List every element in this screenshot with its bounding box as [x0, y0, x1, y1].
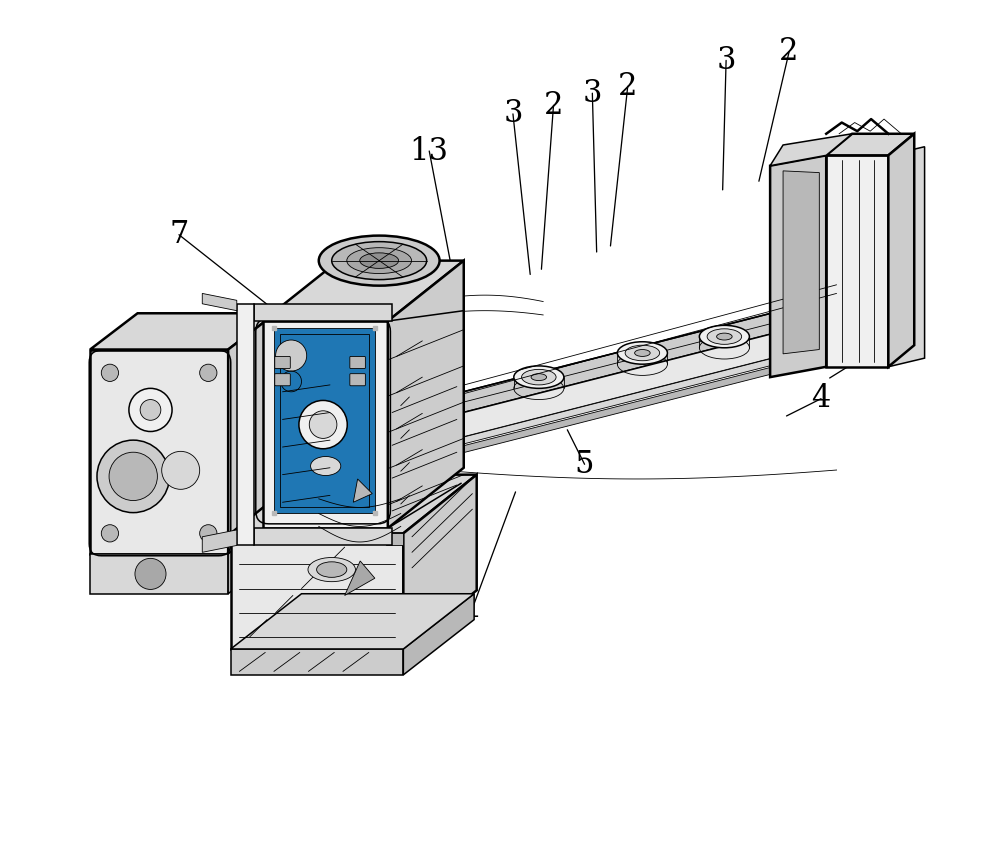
Text: 3: 3 [583, 78, 602, 109]
Circle shape [200, 525, 217, 542]
Circle shape [309, 411, 337, 438]
Polygon shape [231, 533, 403, 649]
Ellipse shape [311, 457, 341, 476]
Circle shape [299, 400, 347, 449]
Polygon shape [770, 155, 826, 377]
FancyBboxPatch shape [350, 374, 365, 386]
Polygon shape [202, 293, 237, 311]
Ellipse shape [319, 236, 440, 286]
Polygon shape [254, 528, 392, 545]
Text: 2: 2 [544, 90, 563, 121]
Polygon shape [826, 134, 914, 155]
Polygon shape [90, 350, 228, 554]
Polygon shape [228, 523, 267, 594]
Polygon shape [888, 134, 914, 367]
Polygon shape [403, 475, 477, 649]
Polygon shape [323, 342, 871, 488]
Ellipse shape [308, 557, 355, 582]
Ellipse shape [707, 329, 742, 344]
Text: 3: 3 [716, 45, 736, 76]
Circle shape [200, 364, 217, 381]
Ellipse shape [514, 366, 564, 388]
Ellipse shape [360, 253, 399, 268]
Polygon shape [90, 313, 276, 350]
Polygon shape [345, 561, 375, 595]
Text: 1: 1 [463, 593, 482, 624]
Polygon shape [888, 147, 925, 367]
Circle shape [129, 388, 172, 432]
Ellipse shape [635, 350, 650, 356]
Polygon shape [316, 335, 864, 482]
Text: 4: 4 [870, 331, 889, 362]
Circle shape [109, 452, 157, 501]
Ellipse shape [625, 345, 660, 361]
Text: 7: 7 [169, 219, 189, 250]
Polygon shape [280, 334, 369, 507]
Polygon shape [388, 261, 464, 528]
Polygon shape [231, 649, 403, 675]
Polygon shape [770, 134, 852, 166]
FancyBboxPatch shape [350, 356, 365, 369]
FancyBboxPatch shape [275, 356, 290, 369]
Polygon shape [308, 292, 862, 450]
Text: 13: 13 [410, 135, 449, 167]
Text: 2: 2 [618, 71, 637, 102]
Ellipse shape [717, 333, 732, 340]
Polygon shape [231, 475, 477, 533]
Text: 3: 3 [503, 98, 523, 129]
Ellipse shape [699, 325, 749, 348]
FancyBboxPatch shape [275, 374, 290, 386]
Text: 5: 5 [575, 449, 594, 480]
Ellipse shape [317, 562, 347, 577]
Ellipse shape [332, 242, 427, 280]
Polygon shape [202, 530, 237, 552]
Circle shape [101, 525, 119, 542]
Circle shape [276, 340, 307, 371]
Ellipse shape [522, 369, 556, 385]
Polygon shape [254, 304, 392, 321]
Polygon shape [263, 321, 388, 528]
Polygon shape [231, 594, 474, 649]
Polygon shape [826, 155, 888, 367]
Polygon shape [90, 554, 228, 594]
Polygon shape [263, 261, 464, 321]
Ellipse shape [531, 374, 547, 381]
Ellipse shape [617, 342, 667, 364]
Polygon shape [314, 311, 864, 475]
Ellipse shape [347, 248, 412, 274]
Circle shape [97, 440, 169, 513]
Text: 4: 4 [811, 383, 831, 414]
Circle shape [101, 364, 119, 381]
Polygon shape [783, 171, 819, 354]
Circle shape [162, 451, 200, 489]
Circle shape [140, 400, 161, 420]
Polygon shape [353, 479, 372, 502]
Circle shape [135, 558, 166, 589]
Polygon shape [237, 304, 254, 545]
Text: 2: 2 [779, 36, 799, 67]
Polygon shape [403, 594, 474, 675]
Polygon shape [386, 533, 403, 545]
Polygon shape [228, 313, 276, 554]
Polygon shape [274, 328, 375, 513]
